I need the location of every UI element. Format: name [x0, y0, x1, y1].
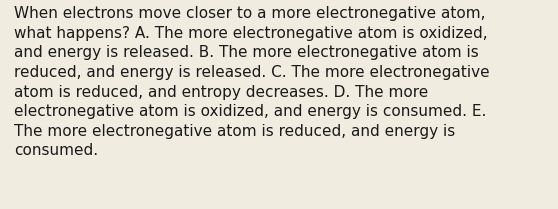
Text: When electrons move closer to a more electronegative atom,
what happens? A. The : When electrons move closer to a more ele…	[14, 6, 489, 158]
